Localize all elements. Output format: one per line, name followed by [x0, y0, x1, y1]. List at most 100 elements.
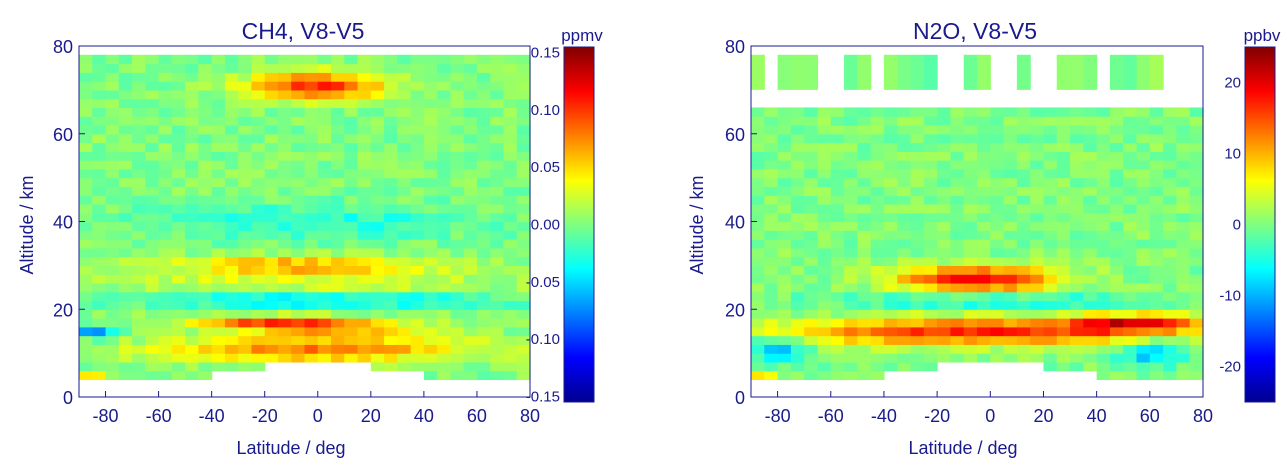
ch4-heatmap-cell	[410, 133, 425, 144]
ch4-heatmap-cell	[118, 212, 133, 223]
n2o-heatmap-cell	[1123, 116, 1138, 126]
ch4-heatmap-cell	[450, 107, 465, 117]
ch4-heatmap-cell	[476, 282, 491, 293]
ch4-heatmap-cell	[211, 142, 226, 152]
ch4-heatmap-cell	[450, 81, 465, 91]
ch4-heatmap-cell	[304, 344, 319, 354]
ch4-heatmap-cell	[92, 133, 107, 144]
ch4-heatmap-cell	[171, 291, 186, 302]
ch4-heatmap-cell	[423, 142, 438, 152]
ch4-heatmap-cell	[490, 160, 505, 170]
n2o-heatmap-cell	[764, 160, 779, 170]
n2o-heatmap-cell	[870, 116, 885, 126]
n2o-heatmap-cell	[817, 353, 832, 363]
ch4-heatmap-cell	[344, 318, 359, 328]
ch4-heatmap-cell	[397, 195, 412, 205]
n2o-heatmap-cell	[857, 344, 872, 354]
ch4-heatmap-cell	[423, 239, 438, 249]
ch4-heatmap-cell	[490, 186, 505, 196]
n2o-heatmap-cell	[1163, 300, 1178, 310]
n2o-heatmap-cell	[830, 353, 845, 363]
ch4-heatmap-cell	[79, 195, 93, 205]
n2o-heatmap-cell	[910, 186, 925, 196]
ch4-heatmap-cell	[357, 353, 372, 363]
ch4-heatmap-cell	[291, 212, 306, 223]
ch4-heatmap-cell	[224, 318, 239, 328]
n2o-heatmap-cell	[1163, 124, 1178, 135]
n2o-heatmap-cell	[830, 133, 845, 144]
ch4-heatmap-cell	[463, 291, 478, 302]
n2o-heatmap-cell	[950, 107, 965, 117]
n2o-heatmap-cell	[1149, 116, 1164, 126]
ch4-heatmap-cell	[463, 133, 478, 144]
ch4-heatmap-cell	[516, 54, 531, 65]
ch4-heatmap-cell	[503, 353, 518, 363]
n2o-heatmap-cell	[817, 344, 832, 354]
n2o-heatmap-cell	[1163, 344, 1178, 354]
ch4-heatmap-cell	[277, 98, 292, 109]
n2o-heatmap-cell	[1016, 239, 1031, 249]
n2o-heatmap-cell	[844, 326, 858, 337]
ch4-heatmap-cell	[463, 344, 478, 354]
n2o-heatmap-cell	[857, 291, 872, 302]
ch4-heatmap-cell	[291, 168, 306, 179]
n2o-heatmap-cell	[870, 265, 885, 275]
n2o-heatmap-cell	[751, 335, 765, 345]
n2o-heatmap-cell	[1083, 124, 1098, 135]
ch4-heatmap-cell	[145, 124, 160, 135]
n2o-heatmap-cell	[1109, 247, 1124, 258]
n2o-heatmap-cell	[1123, 256, 1138, 266]
ch4-heatmap-cell	[105, 151, 120, 161]
ch4-heatmap-cell	[384, 239, 398, 249]
n2o-heatmap-cell	[1136, 186, 1151, 196]
n2o-heatmap-cell	[910, 116, 925, 126]
n2o-heatmap-cell	[1096, 344, 1111, 354]
ch4-heatmap-cell	[118, 63, 133, 73]
ch4-heatmap-cell	[211, 133, 226, 144]
ch4-heatmap-cell	[304, 124, 319, 135]
n2o-heatmap-cell	[937, 160, 952, 170]
ch4-heatmap-cell	[503, 300, 518, 310]
n2o-heatmap-cell	[1016, 212, 1031, 223]
ch4-heatmap-cell	[251, 300, 266, 310]
n2o-heatmap-cell	[923, 212, 938, 223]
ch4-heatmap-cell	[331, 195, 345, 205]
ch4-heatmap-cell	[490, 318, 505, 328]
n2o-heatmap-cell	[1136, 291, 1151, 302]
ch4-heatmap-cell	[516, 142, 531, 152]
n2o-heatmap-cell	[883, 177, 898, 188]
n2o-heatmap-cell	[764, 335, 779, 345]
ch4-heatmap-cell	[105, 335, 120, 345]
ch4-heatmap-cell	[185, 107, 199, 117]
n2o-heatmap-cell	[790, 318, 805, 328]
ch4-heatmap-cell	[79, 81, 93, 91]
ch4-heatmap-cell	[132, 160, 146, 170]
ch4-heatmap-cell	[503, 326, 518, 337]
ch4-heatmap-cell	[450, 265, 465, 275]
ch4-heatmap-cell	[463, 353, 478, 363]
ch4-heatmap-cell	[198, 160, 213, 170]
n2o-heatmap-cell	[1070, 195, 1084, 205]
n2o-heatmap-cell	[777, 291, 792, 302]
n2o-heatmap-cell	[1030, 195, 1045, 205]
ch4-heatmap-cell	[118, 318, 133, 328]
n2o-heatmap-cell	[777, 195, 792, 205]
n2o-heatmap-cell	[790, 344, 805, 354]
ch4-heatmap-cell	[410, 265, 425, 275]
n2o-heatmap-cell	[1096, 203, 1111, 214]
ch4-heatmap-cell	[317, 168, 332, 179]
ch4-heatmap-cell	[344, 54, 359, 65]
ch4-heatmap-cell	[490, 247, 505, 258]
ch4-heatmap-cell	[238, 133, 253, 144]
n2o-heatmap-cell	[923, 230, 938, 240]
ch4-heatmap-cell	[344, 63, 359, 73]
n2o-heatmap-cell	[870, 107, 885, 117]
ch4-heatmap-cell	[211, 107, 226, 117]
ch4-heatmap-cell	[171, 265, 186, 275]
ch4-colorbar-tick-label: 0.10	[531, 102, 560, 119]
ch4-heatmap-cell	[145, 335, 160, 345]
ch4-heatmap-cell	[516, 107, 531, 117]
n2o-heatmap-cell	[963, 203, 978, 214]
n2o-heatmap-cell	[923, 361, 938, 372]
